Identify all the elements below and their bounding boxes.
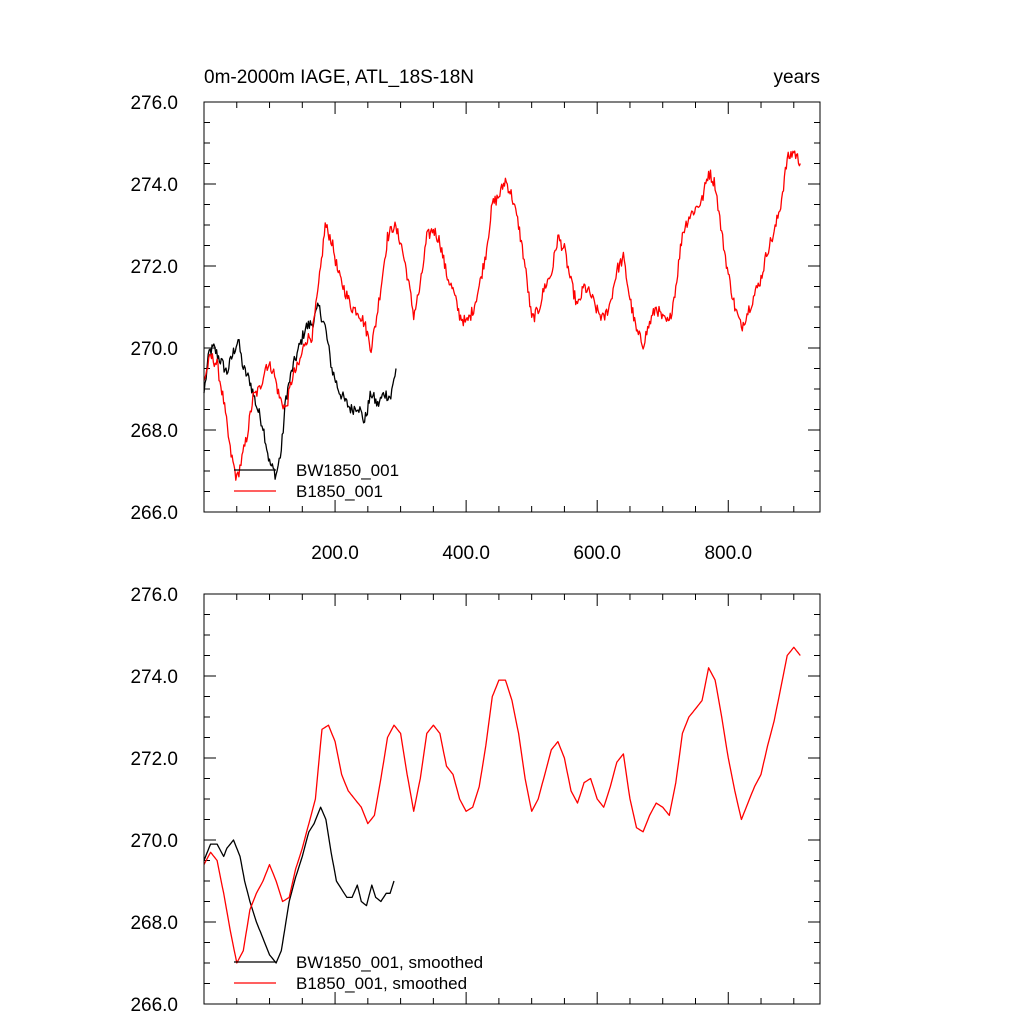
bottom-panel-ticks <box>204 593 820 1005</box>
x-tick-label: 800.0 <box>704 543 752 564</box>
series-line-0 <box>203 806 395 964</box>
y-tick-label: 272.0 <box>130 257 178 278</box>
bottom-panel: 266.0 268.0 270.0 272.0 274.0 276.0 BW1850_00… <box>130 585 821 1016</box>
y-tick-label: 266.0 <box>130 503 178 524</box>
x-tick-label: 400.0 <box>442 543 490 564</box>
bottom-panel-frame <box>203 593 821 1005</box>
y-tick-label: 276.0 <box>130 585 178 606</box>
x-tick-label: 200.0 <box>311 543 359 564</box>
top-panel-legend: BW1850_001 B1850_001 <box>234 461 399 501</box>
y-tick-label: 276.0 <box>130 93 178 114</box>
top-panel-lines <box>203 150 801 481</box>
series-line-0 <box>203 302 397 480</box>
y-tick-label: 266.0 <box>130 995 178 1016</box>
top-panel: 0m-2000m IAGE, ATL_18S-18N years 266.026… <box>130 67 821 564</box>
bottom-panel-lines <box>203 646 801 964</box>
y-tick-label: 272.0 <box>130 749 178 770</box>
series-line-1 <box>203 646 801 964</box>
y-tick-label: 268.0 <box>130 421 178 442</box>
legend-label-0: BW1850_001, smoothed <box>296 953 483 972</box>
legend-label-0: BW1850_001 <box>296 461 399 480</box>
legend-label-1: B1850_001, smoothed <box>296 974 467 993</box>
top-panel-units: years <box>774 67 820 88</box>
bottom-panel-tick-labels: 266.0 268.0 270.0 272.0 274.0 276.0 <box>130 585 178 1016</box>
y-tick-label: 274.0 <box>130 175 178 196</box>
bottom-panel-legend: BW1850_001, smoothed B1850_001, smoothed <box>234 953 483 993</box>
x-tick-label: 600.0 <box>573 543 621 564</box>
top-panel-title: 0m-2000m IAGE, ATL_18S-18N <box>204 67 474 88</box>
top-panel-ticks <box>204 101 820 513</box>
series-line-1 <box>203 150 801 481</box>
top-panel-tick-labels: 266.0 268.0 270.0 272.0 274.0 276.0 200.0 400.0… <box>130 93 752 564</box>
y-tick-label: 268.0 <box>130 913 178 934</box>
legend-label-1: B1850_001 <box>296 482 383 501</box>
y-tick-label: 270.0 <box>130 339 178 360</box>
y-tick-label: 270.0 <box>130 831 178 852</box>
y-tick-label: 274.0 <box>130 667 178 688</box>
top-panel-frame <box>203 101 821 513</box>
